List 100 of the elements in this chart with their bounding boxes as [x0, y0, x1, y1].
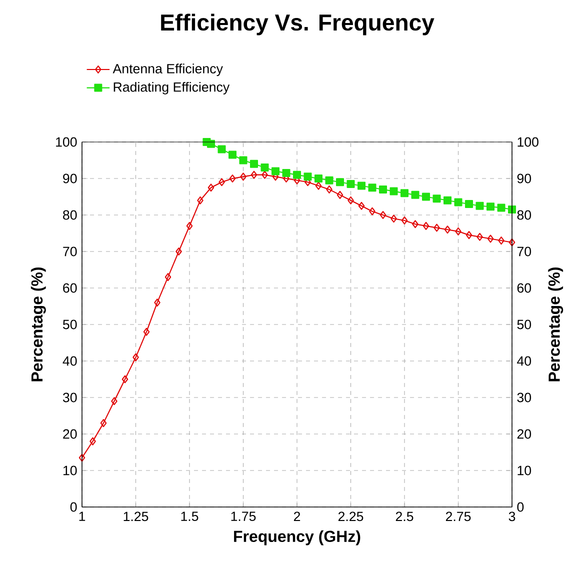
y-axis-title: Percentage (%) — [30, 268, 46, 382]
point — [368, 184, 376, 192]
y2-tick-label: 30 — [517, 392, 532, 402]
y-tick-label: 0 — [70, 502, 77, 512]
y-tick-label: 20 — [63, 429, 77, 439]
point — [154, 298, 160, 307]
point — [476, 232, 483, 241]
x-tick-label: 1.25 — [124, 512, 148, 522]
x-tick-label: 2.25 — [338, 512, 364, 522]
point — [400, 189, 409, 198]
y2-tick-label: 50 — [517, 320, 532, 330]
point — [390, 187, 398, 196]
point — [432, 194, 441, 203]
point — [78, 454, 86, 462]
point — [358, 182, 366, 190]
point — [164, 273, 172, 282]
y-tick-label: 30 — [62, 392, 77, 402]
point — [176, 247, 182, 256]
point — [455, 227, 462, 236]
y2-tick-label: 100 — [518, 137, 538, 147]
y2-tick-label: 80 — [517, 210, 532, 220]
point — [293, 170, 302, 179]
y2-tick-label: 0 — [517, 502, 524, 512]
y-tick-label: 10 — [63, 466, 77, 476]
point — [218, 178, 225, 186]
x-tick-label: 3 — [508, 512, 516, 522]
point — [326, 185, 332, 194]
point — [444, 196, 452, 204]
y2-tick-label: 70 — [517, 246, 532, 256]
point — [239, 156, 248, 164]
point — [411, 190, 420, 199]
point — [498, 236, 504, 245]
point — [100, 419, 107, 428]
point — [466, 231, 472, 240]
point — [434, 224, 440, 232]
y-tick-label: 90 — [63, 174, 77, 184]
point — [358, 202, 365, 210]
point — [228, 150, 236, 159]
point — [379, 185, 388, 194]
point — [132, 353, 139, 362]
point — [369, 207, 376, 216]
point — [90, 437, 96, 446]
x-tick-label: 2.5 — [396, 512, 414, 522]
x-tick-label: 1.75 — [231, 512, 256, 522]
x-tick-label: 1 — [79, 512, 86, 521]
point — [412, 220, 418, 228]
legend-label: Radiating Efficiency — [114, 82, 230, 94]
point — [260, 164, 269, 172]
point — [208, 184, 214, 192]
point — [422, 192, 430, 201]
point — [229, 174, 236, 182]
point — [346, 180, 355, 188]
point — [111, 397, 118, 406]
point — [250, 170, 258, 179]
point — [444, 226, 451, 234]
x-tick-label: 2 — [294, 512, 300, 522]
x-tick-label: 1.5 — [181, 512, 198, 522]
y-tick-label: 50 — [63, 320, 77, 330]
y-tick-label: 80 — [63, 210, 77, 220]
point — [465, 200, 474, 208]
point — [390, 214, 397, 223]
x-tick-label: 2.75 — [446, 512, 471, 522]
point — [282, 169, 290, 178]
point — [240, 172, 246, 181]
y2-tick-label: 90 — [517, 174, 532, 184]
y-tick-label: 40 — [62, 356, 77, 366]
point — [325, 176, 334, 184]
y-tick-label: 100 — [56, 137, 77, 147]
point — [304, 172, 312, 181]
y2-tick-label: 60 — [517, 283, 532, 293]
point — [422, 222, 430, 230]
legend-label: Antenna Efficiency — [112, 64, 223, 76]
point — [262, 170, 268, 179]
point — [380, 210, 386, 219]
point — [497, 204, 506, 212]
point — [401, 216, 408, 224]
point — [186, 222, 193, 230]
point — [508, 238, 516, 246]
point — [336, 178, 344, 186]
y-tick-label: 60 — [63, 283, 77, 293]
y2-axis-title: Percentage (%) — [548, 268, 564, 382]
point — [272, 167, 280, 176]
point — [486, 202, 495, 211]
point — [476, 202, 484, 210]
point — [315, 182, 322, 190]
point — [250, 160, 258, 168]
y2-tick-label: 10 — [518, 466, 532, 476]
point — [197, 196, 204, 204]
y2-tick-label: 40 — [517, 356, 532, 366]
point — [336, 190, 344, 199]
point — [122, 375, 128, 384]
point — [487, 234, 494, 243]
point — [454, 198, 462, 206]
x-axis-title: Frequency (GHz) — [234, 530, 360, 546]
y2-tick-label: 20 — [517, 429, 532, 439]
point — [218, 145, 226, 154]
point — [348, 196, 354, 204]
y-tick-label: 70 — [63, 246, 77, 256]
point — [143, 328, 150, 336]
point — [314, 174, 323, 182]
